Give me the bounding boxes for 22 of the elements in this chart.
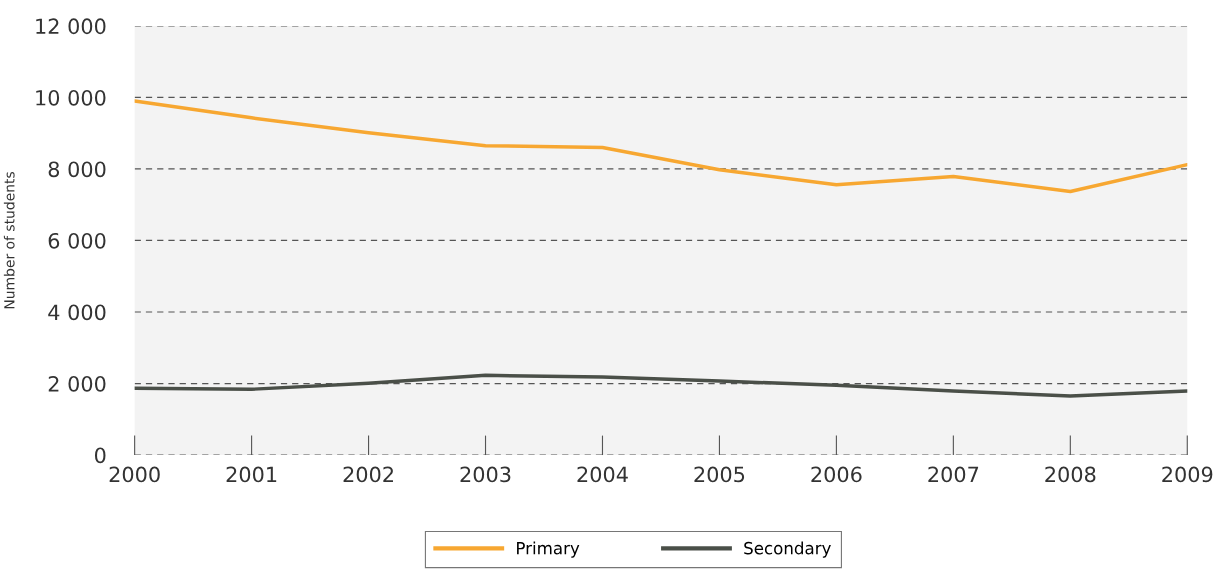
x-tick-label: 2004: [577, 466, 628, 483]
x-tick-label: 2006: [811, 466, 862, 483]
x-tick-label: 2008: [1045, 466, 1096, 483]
x-tick-label: 2009: [1162, 466, 1213, 483]
x-tick-label: 2001: [226, 466, 277, 483]
x-tick-label: 2002: [343, 466, 393, 483]
y-tick-label: 10 000: [36, 89, 106, 106]
x-tick-label: 2000: [109, 466, 160, 483]
legend-label: Secondary: [744, 541, 831, 558]
y-tick-label: 12 000: [36, 18, 106, 35]
x-tick-label: 2003: [460, 466, 511, 483]
line-series: [134, 99, 1188, 194]
y-tick-label: 0: [94, 447, 106, 464]
y-tick-label: 2 000: [48, 375, 106, 392]
line-series: [134, 373, 1188, 398]
y-tick-label: 8 000: [48, 161, 106, 178]
y-axis-title: Number of students: [3, 171, 15, 309]
y-tick-label: 4 000: [48, 304, 106, 321]
legend-label: Primary: [517, 541, 580, 558]
y-tick-label: 6 000: [48, 232, 106, 249]
x-tick-label: 2005: [694, 466, 745, 483]
x-tick-label: 2007: [928, 466, 979, 483]
